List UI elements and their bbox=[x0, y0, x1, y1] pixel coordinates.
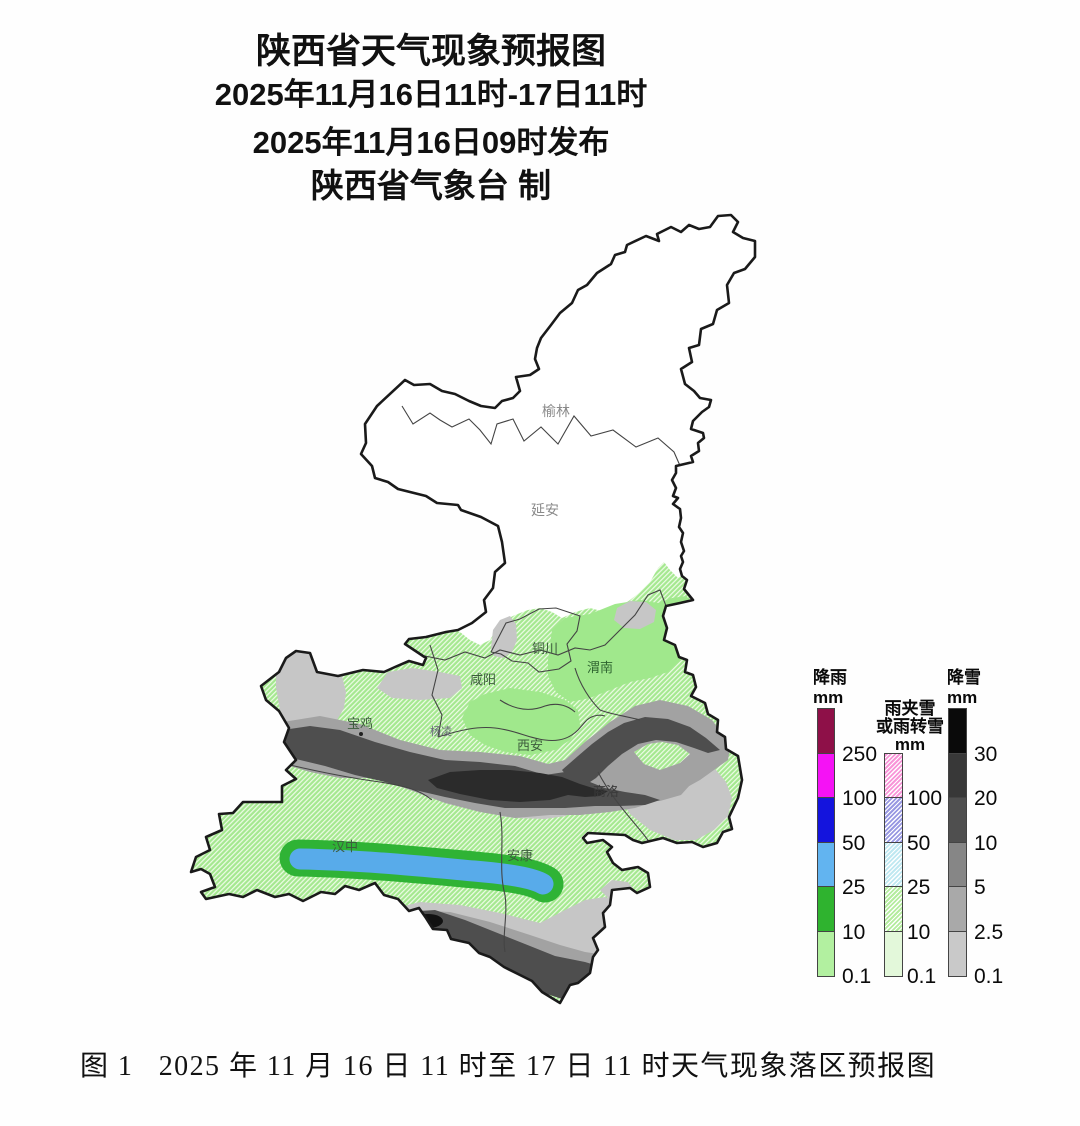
svg-text:西安: 西安 bbox=[517, 738, 543, 753]
svg-text:咸阳: 咸阳 bbox=[470, 672, 496, 687]
svg-text:商洛: 商洛 bbox=[593, 784, 619, 799]
svg-text:渭南: 渭南 bbox=[587, 660, 613, 675]
svg-text:铜川: 铜川 bbox=[532, 641, 558, 656]
svg-text:宝鸡: 宝鸡 bbox=[347, 716, 373, 731]
svg-text:榆林: 榆林 bbox=[542, 403, 570, 419]
svg-text:延安: 延安 bbox=[531, 502, 559, 518]
svg-text:汉中: 汉中 bbox=[332, 839, 358, 854]
svg-text:安康: 安康 bbox=[507, 848, 533, 863]
svg-text:杨凌: 杨凌 bbox=[430, 724, 452, 738]
